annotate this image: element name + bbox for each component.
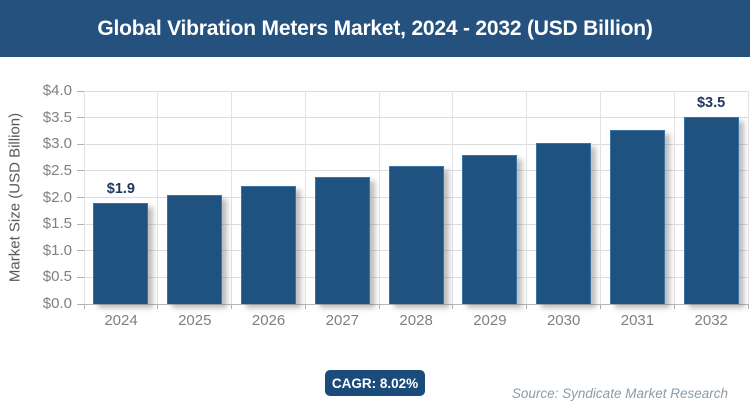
bar-2032	[683, 116, 739, 304]
bar-value-label: $3.5	[696, 94, 726, 111]
x-axis-tick	[304, 304, 306, 309]
gridline-vertical	[526, 91, 528, 304]
gridline-vertical	[157, 91, 159, 304]
gridline-horizontal	[84, 117, 748, 119]
x-tick-label: 2026	[251, 312, 286, 329]
y-axis-tick	[77, 90, 84, 92]
y-axis-tick	[77, 250, 84, 252]
bar-2026	[240, 185, 296, 304]
y-axis-tick	[77, 303, 84, 305]
y-axis-tick	[77, 170, 84, 172]
y-axis-tick	[77, 223, 84, 225]
x-tick-label: 2025	[178, 312, 212, 329]
chart-title: Global Vibration Meters Market, 2024 - 2…	[97, 16, 653, 40]
x-axis-tick	[673, 304, 675, 309]
bar-2024	[93, 202, 149, 304]
x-axis-tick	[747, 304, 749, 309]
gridline-vertical	[231, 91, 233, 304]
cagr-badge: CAGR: 8.02%	[325, 370, 425, 396]
y-axis-tick	[77, 117, 84, 119]
x-axis-tick	[526, 304, 528, 309]
gridline-vertical	[673, 91, 675, 304]
x-axis-tick	[157, 304, 159, 309]
y-tick-label: $3.5	[42, 108, 72, 126]
x-axis-tick	[83, 304, 85, 309]
bar-value-label: $1.9	[106, 180, 135, 197]
x-tick-label: 2031	[620, 312, 655, 329]
gridline-horizontal	[84, 143, 748, 145]
x-axis-tick	[599, 304, 601, 309]
y-tick-label: $2.0	[42, 188, 72, 206]
x-axis-line	[84, 304, 748, 305]
plot-area: $0.0 $0.5 $1.0 $1.5 $2.0 $2.5 $3.0 $3.5 $4.0 2024…	[43, 82, 749, 329]
x-tick-label: 2030	[546, 312, 581, 329]
y-tick-label: $0.0	[42, 295, 72, 312]
x-tick-label: 2032	[694, 312, 728, 329]
y-axis-tick	[77, 197, 84, 198]
bar-2031	[609, 130, 665, 304]
y-axis-title: Market Size (USD Billion)	[6, 112, 24, 283]
x-tick-label: 2028	[399, 312, 433, 329]
y-axis-tick	[77, 143, 84, 145]
gridline-vertical	[747, 91, 749, 304]
y-tick-label: $1.0	[42, 241, 72, 259]
bar-2029	[462, 155, 518, 304]
x-axis-tick	[452, 304, 454, 309]
gridline-horizontal	[84, 90, 748, 92]
y-axis-tick	[77, 276, 84, 278]
y-tick-label: $1.5	[42, 215, 72, 233]
bar-2025	[167, 194, 223, 304]
gridline-vertical	[452, 91, 454, 304]
gridline-vertical	[304, 91, 306, 304]
y-tick-label: $0.5	[42, 268, 72, 286]
x-axis-tick	[231, 304, 233, 309]
x-tick-label: 2027	[325, 312, 360, 329]
gridline-vertical	[83, 91, 85, 304]
bar-2027	[314, 176, 370, 304]
bar-2028	[388, 166, 444, 304]
gridline-vertical	[378, 91, 380, 304]
x-tick-label: 2029	[473, 312, 507, 329]
x-axis-tick	[378, 304, 380, 309]
y-tick-label: $3.0	[42, 135, 72, 153]
source-attribution: Source: Syndicate Market Research	[511, 386, 728, 401]
y-tick-label: $4.0	[42, 82, 72, 99]
x-tick-label: 2024	[104, 312, 138, 329]
y-tick-label: $2.5	[42, 161, 72, 179]
bar-2030	[536, 143, 592, 304]
gridline-vertical	[599, 91, 601, 304]
chart-title-banner: Global Vibration Meters Market, 2024 - 2…	[0, 0, 750, 57]
